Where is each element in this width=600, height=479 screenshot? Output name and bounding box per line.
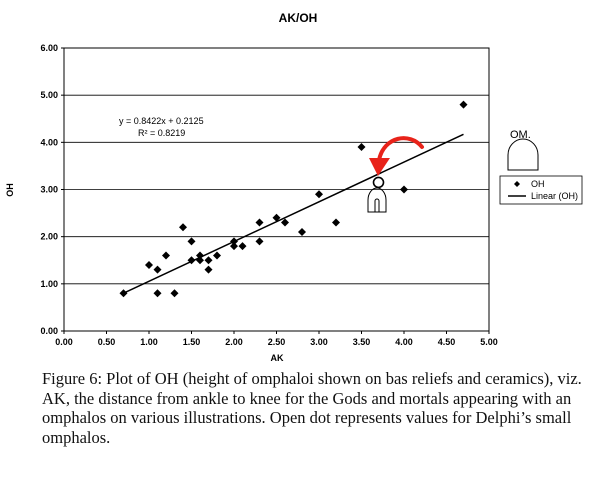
data-point [204, 265, 213, 274]
data-point [255, 237, 264, 246]
legend-box [499, 175, 583, 205]
x-tick-label: 2.00 [225, 337, 243, 347]
omphalos-small-icon [367, 187, 387, 213]
y-axis-label: OH [5, 183, 15, 197]
y-tick-label: 4.00 [40, 137, 58, 147]
x-tick-labels: 0.00 0.50 1.00 1.50 2.00 2.50 3.00 3.50 4.00 4.50… [55, 331, 498, 347]
y-tick-label: 0.00 [40, 326, 58, 336]
x-tick-label: 5.00 [480, 337, 498, 347]
data-point [281, 218, 289, 227]
y-tick-label: 5.00 [40, 90, 58, 100]
data-point [153, 289, 162, 298]
x-tick-label: 4.00 [395, 337, 413, 347]
data-point [170, 289, 179, 298]
data-point [119, 289, 128, 298]
x-tick-label: 1.00 [140, 337, 158, 347]
data-points [119, 100, 468, 298]
gridlines [64, 47, 489, 332]
scatter-chart: AK/OH 0.00 0.50 1.00 1.50 2.00 2.50 3.00 3.50 4.… [5, 11, 583, 363]
data-point [187, 256, 196, 265]
figure-caption: Figure 6: Plot of OH (height of omphaloi… [42, 369, 582, 447]
data-point [230, 242, 238, 251]
x-tick-label: 4.50 [438, 337, 456, 347]
x-tick-label: 0.50 [98, 337, 116, 347]
data-point [204, 256, 213, 265]
x-tick-label: 1.50 [183, 337, 201, 347]
data-point [187, 237, 196, 246]
chart-title: AK/OH [279, 11, 318, 25]
data-point [315, 190, 323, 199]
x-tick-label: 3.00 [310, 337, 328, 347]
legend-diamond-icon [514, 181, 520, 187]
data-point [238, 242, 247, 251]
x-tick-label: 2.50 [268, 337, 286, 347]
data-point [332, 218, 340, 227]
legend: OH Linear (OH) [499, 175, 583, 205]
data-point [255, 218, 264, 227]
legend-item-linear: Linear (OH) [531, 191, 578, 201]
red-arrow [369, 136, 424, 176]
data-point [179, 223, 187, 232]
y-tick-label: 1.00 [40, 279, 58, 289]
data-point [230, 237, 238, 246]
data-point [153, 265, 162, 274]
omphalos-icon [507, 138, 539, 171]
data-point [196, 251, 204, 260]
x-tick-label: 0.00 [55, 337, 73, 347]
omphalos-label: OM. [510, 129, 531, 141]
y-tick-labels: 0.00 1.00 2.00 3.00 4.00 5.00 6.00 [40, 43, 64, 336]
data-point [196, 256, 204, 265]
r-squared-label: R² = 0.8219 [138, 128, 185, 138]
data-point [145, 260, 153, 269]
trendline [123, 133, 464, 294]
data-point [357, 143, 366, 152]
data-point [459, 100, 468, 109]
data-point [162, 251, 170, 260]
x-axis-label: AK [271, 353, 284, 363]
y-tick-label: 3.00 [40, 185, 58, 195]
y-tick-label: 6.00 [40, 43, 58, 53]
delphi-omphalos-open-dot [372, 176, 385, 189]
x-tick-label: 3.50 [353, 337, 371, 347]
trendline-equation: y = 0.8422x + 0.2125 [119, 116, 204, 126]
data-point [213, 251, 221, 260]
data-point [298, 227, 306, 236]
data-point [400, 185, 408, 194]
data-point [272, 213, 281, 222]
legend-item-oh: OH [531, 179, 545, 189]
y-tick-label: 2.00 [40, 232, 58, 242]
